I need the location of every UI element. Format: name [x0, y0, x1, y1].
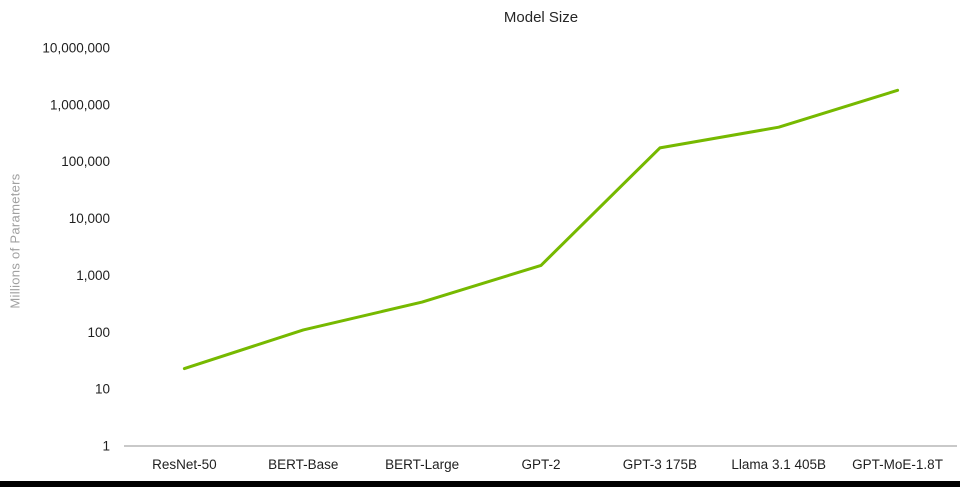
- y-tick-label: 1,000: [76, 268, 110, 283]
- y-tick-label: 10: [95, 382, 110, 397]
- x-category-label: GPT-3 175B: [623, 457, 697, 472]
- x-category-label: GPT-MoE-1.8T: [852, 457, 943, 472]
- x-category-label: GPT-2: [521, 457, 560, 472]
- x-category-label: BERT-Large: [385, 457, 459, 472]
- x-category-label: ResNet-50: [152, 457, 217, 472]
- chart-title: Model Size: [503, 9, 579, 26]
- model-size-line: [182, 88, 900, 371]
- y-tick-label: 10,000: [69, 211, 110, 226]
- y-tick-label: 100,000: [61, 154, 110, 169]
- y-tick-label: 1,000,000: [50, 97, 110, 112]
- y-tick-label: 10,000,000: [42, 41, 110, 56]
- bottom-border-bar: [0, 481, 960, 487]
- x-category-label: BERT-Base: [268, 457, 338, 472]
- y-tick-label: 1: [102, 439, 110, 454]
- y-tick-label: 100: [87, 325, 110, 340]
- x-category-label: Llama 3.1 405B: [731, 457, 826, 472]
